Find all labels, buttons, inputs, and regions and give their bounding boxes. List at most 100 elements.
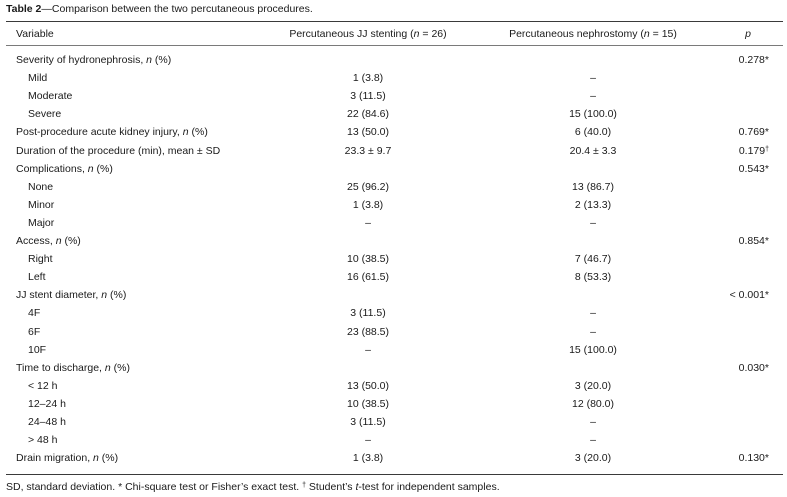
row-variable: None bbox=[28, 180, 54, 193]
row-nephrostomy-value: 20.4 ± 3.3 bbox=[569, 144, 617, 157]
row-variable: Major bbox=[28, 216, 55, 229]
row-p-value: 0.854* bbox=[738, 235, 769, 247]
row-jj-value: 23.3 ± 9.7 bbox=[344, 144, 392, 157]
row-p-value: 0.769* bbox=[738, 126, 769, 139]
row-nephrostomy-value: – bbox=[590, 434, 596, 447]
row-jj-value: 3 (11.5) bbox=[350, 416, 386, 428]
row-jj-value: 10 (38.5) bbox=[346, 397, 390, 410]
row-p-value: 0.030* bbox=[738, 361, 769, 374]
row-variable: Severe bbox=[28, 108, 62, 121]
row-variable: < 12 h bbox=[28, 379, 58, 392]
row-jj-value: 3 (11.5) bbox=[350, 307, 386, 320]
table-row: 12–24 h 10 (38.5) 12 (80.0) bbox=[6, 395, 783, 413]
row-nephrostomy-value: – bbox=[590, 90, 596, 103]
table-row: Left 16 (61.5) 8 (53.3) bbox=[6, 268, 783, 286]
row-variable: > 48 h bbox=[28, 434, 58, 447]
row-nephrostomy-value: 15 (100.0) bbox=[569, 343, 617, 356]
table-row: 6F 23 (88.5) – bbox=[6, 323, 783, 341]
row-variable: JJ stent diameter, n (%) bbox=[16, 289, 127, 302]
table-row: JJ stent diameter, n (%) < 0.001* bbox=[6, 286, 783, 304]
row-jj-value: – bbox=[365, 343, 371, 356]
row-variable: Time to discharge, n (%) bbox=[16, 361, 130, 374]
row-variable: Post-procedure acute kidney injury, n (%… bbox=[16, 126, 208, 139]
table-row: Drain migration, n (%) 1 (3.8) 3 (20.0) 0.1… bbox=[6, 449, 783, 467]
row-variable: Minor bbox=[28, 198, 55, 211]
row-nephrostomy-value: 8 (53.3) bbox=[574, 271, 612, 284]
table-row: Minor 1 (3.8) 2 (13.3) bbox=[6, 196, 783, 214]
row-nephrostomy-value: 6 (40.0) bbox=[574, 126, 612, 139]
row-p-value: < 0.001* bbox=[729, 289, 769, 302]
table-caption: Table 2—Comparison between the two percu… bbox=[6, 3, 313, 16]
header-variable: Variable bbox=[16, 28, 54, 40]
row-jj-value: 3 (11.5) bbox=[350, 90, 386, 103]
row-variable: Duration of the procedure (min), mean ± … bbox=[16, 144, 221, 157]
row-variable: Mild bbox=[28, 72, 48, 85]
row-jj-value: – bbox=[365, 434, 371, 447]
row-p-value: 0.543* bbox=[738, 162, 769, 175]
row-nephrostomy-value: 7 (46.7) bbox=[574, 253, 612, 266]
row-nephrostomy-value: 13 (86.7) bbox=[571, 180, 615, 193]
table-row: Time to discharge, n (%) 0.030* bbox=[6, 359, 783, 377]
table-row: Severe 22 (84.6) 15 (100.0) bbox=[6, 105, 783, 123]
row-variable: 4F bbox=[28, 307, 41, 320]
row-variable: Left bbox=[28, 271, 46, 284]
row-jj-value: 13 (50.0) bbox=[346, 126, 390, 139]
row-nephrostomy-value: 12 (80.0) bbox=[571, 397, 615, 410]
header-p-value: p bbox=[745, 28, 751, 40]
row-p-value: 0.278* bbox=[738, 54, 769, 66]
header-nephrostomy: Percutaneous nephrostomy (n = 15) bbox=[509, 28, 677, 40]
row-p-value: 0.179† bbox=[738, 144, 769, 157]
table-row: < 12 h 13 (50.0) 3 (20.0) bbox=[6, 377, 783, 395]
table-row: Duration of the procedure (min), mean ± … bbox=[6, 142, 783, 160]
row-nephrostomy-value: – bbox=[590, 307, 596, 320]
row-variable: 10F bbox=[28, 343, 47, 356]
row-nephrostomy-value: 3 (20.0) bbox=[574, 452, 612, 465]
table-row: Post-procedure acute kidney injury, n (%… bbox=[6, 123, 783, 141]
table-header-row: Variable Percutaneous JJ stenting (n = 2… bbox=[6, 25, 783, 43]
row-nephrostomy-value: 15 (100.0) bbox=[569, 108, 617, 121]
table-row: 24–48 h 3 (11.5) – bbox=[6, 413, 783, 431]
table-row: Moderate 3 (11.5) – bbox=[6, 87, 783, 105]
row-jj-value: 1 (3.8) bbox=[352, 72, 384, 85]
caption-text: —Comparison between the two percutaneous… bbox=[41, 3, 313, 15]
table-top-rule bbox=[6, 21, 783, 22]
table-row: Severity of hydronephrosis, n (%) 0.278* bbox=[6, 51, 783, 69]
table-bottom-rule bbox=[6, 474, 783, 475]
row-variable: Severity of hydronephrosis, n (%) bbox=[16, 54, 172, 66]
header-jj-stenting: Percutaneous JJ stenting (n = 26) bbox=[289, 28, 447, 40]
table-row: Mild 1 (3.8) – bbox=[6, 69, 783, 87]
row-nephrostomy-value: – bbox=[590, 216, 596, 229]
table-row: Right 10 (38.5) 7 (46.7) bbox=[6, 250, 783, 268]
row-nephrostomy-value: – bbox=[590, 416, 596, 428]
row-jj-value: 23 (88.5) bbox=[346, 325, 390, 338]
table-row: Access, n (%) 0.854* bbox=[6, 232, 783, 250]
row-variable: Access, n (%) bbox=[16, 235, 81, 247]
row-jj-value: 16 (61.5) bbox=[346, 271, 390, 284]
row-p-value: 0.130* bbox=[738, 452, 769, 465]
row-variable: Drain migration, n (%) bbox=[16, 452, 119, 465]
table-row: Major – – bbox=[6, 214, 783, 232]
row-nephrostomy-value: 2 (13.3) bbox=[574, 198, 612, 211]
row-variable: 6F bbox=[28, 325, 41, 338]
row-variable: 24–48 h bbox=[28, 416, 66, 428]
row-jj-value: 10 (38.5) bbox=[346, 253, 390, 266]
row-jj-value: 25 (96.2) bbox=[346, 180, 390, 193]
caption-label: Table 2 bbox=[6, 3, 42, 15]
table-row: 4F 3 (11.5) – bbox=[6, 304, 783, 322]
row-variable: Complications, n (%) bbox=[16, 162, 113, 175]
row-nephrostomy-value: – bbox=[590, 325, 596, 338]
row-jj-value: 22 (84.6) bbox=[346, 108, 390, 121]
row-jj-value: 13 (50.0) bbox=[346, 379, 390, 392]
row-variable: Right bbox=[28, 253, 53, 266]
row-nephrostomy-value: – bbox=[590, 72, 596, 85]
row-jj-value: 1 (3.8) bbox=[352, 452, 384, 465]
table-row: > 48 h – – bbox=[6, 431, 783, 449]
table-row: None 25 (96.2) 13 (86.7) bbox=[6, 178, 783, 196]
row-variable: Moderate bbox=[28, 90, 73, 103]
table-row: Complications, n (%) 0.543* bbox=[6, 160, 783, 178]
table-row: 10F – 15 (100.0) bbox=[6, 341, 783, 359]
table-footnote: SD, standard deviation. * Chi-square tes… bbox=[6, 481, 500, 493]
table-header-rule bbox=[6, 45, 783, 46]
row-variable: 12–24 h bbox=[28, 397, 66, 410]
